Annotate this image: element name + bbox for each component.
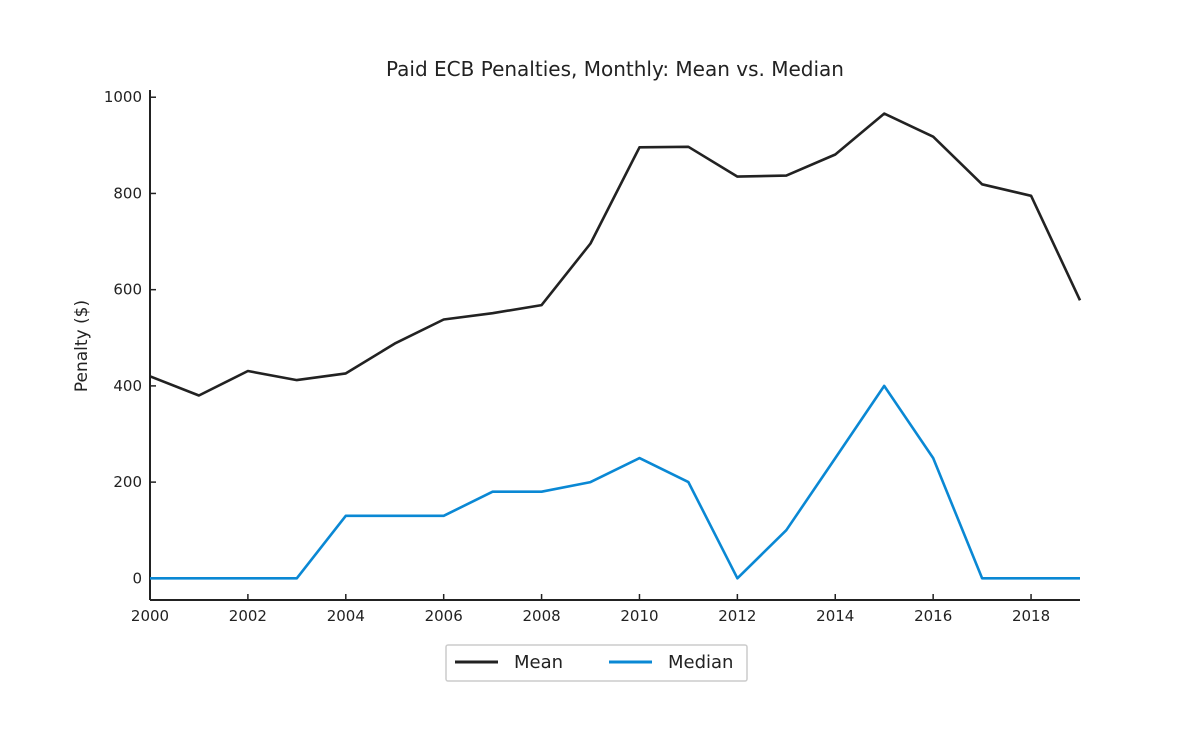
plot-area: 0 200 400 600 800 1000 2000 2002 2004 2006 2008 201… xyxy=(104,88,1082,625)
legend: Mean Median xyxy=(445,644,748,682)
legend-label-median: Median xyxy=(668,652,733,673)
y-tick-label: 400 xyxy=(113,377,142,395)
y-tick-label: 600 xyxy=(113,281,142,299)
x-tick-label: 2012 xyxy=(718,607,756,625)
y-axis-label: Penalty ($) xyxy=(72,300,92,392)
legend-frame xyxy=(445,644,748,682)
y-tick-label: 200 xyxy=(113,473,142,491)
series-line-mean xyxy=(149,112,1082,397)
y-tick-label: 0 xyxy=(132,569,142,587)
y-tick-label: 1000 xyxy=(104,88,142,106)
x-tick-label: 2016 xyxy=(914,607,952,625)
legend-label-mean: Mean xyxy=(514,652,563,673)
series-line-median xyxy=(150,384,1080,580)
x-tick-label: 2018 xyxy=(1012,607,1050,625)
x-tick-label: 2002 xyxy=(229,607,267,625)
y-tick-label: 800 xyxy=(113,184,142,202)
x-tick-label: 2000 xyxy=(131,607,169,625)
x-tick-label: 2010 xyxy=(620,607,658,625)
x-tick-label: 2014 xyxy=(816,607,854,625)
x-tick-label: 2004 xyxy=(327,607,365,625)
x-tick-label: 2006 xyxy=(425,607,463,625)
chart-title: Paid ECB Penalties, Monthly: Mean vs. Me… xyxy=(386,57,844,81)
x-tick-label: 2008 xyxy=(522,607,560,625)
